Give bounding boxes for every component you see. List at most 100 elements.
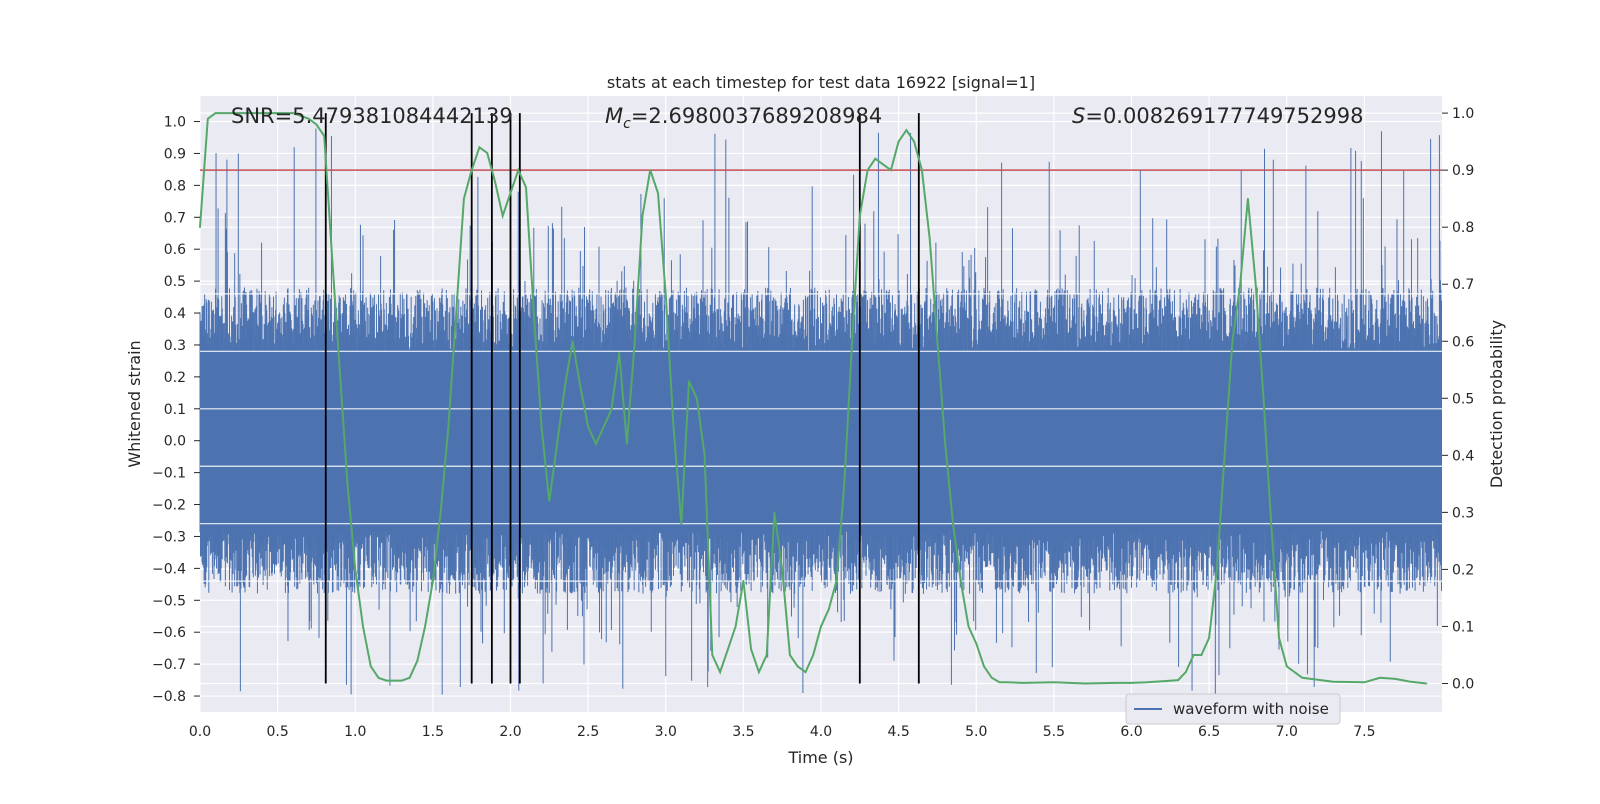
probability-point (773, 511, 776, 514)
probability-point (626, 443, 628, 445)
waveform-core (200, 354, 1442, 527)
probability-point (1278, 637, 1280, 639)
mc-annotation: Mc=2.6980037689208984 (605, 104, 882, 132)
y-left-tick-label: −0.3 (152, 529, 186, 545)
y-left-tick-label: 0.8 (164, 178, 186, 194)
y-left-tick-label: −0.1 (152, 466, 186, 482)
probability-point (478, 146, 481, 149)
probability-point (1394, 678, 1397, 680)
probability-point (851, 340, 853, 343)
probability-point (540, 426, 543, 428)
probability-point (843, 483, 846, 485)
probability-point (463, 197, 465, 200)
probability-point (214, 112, 217, 114)
probability-point (587, 426, 589, 428)
y-left-tick-label: 0.4 (164, 306, 186, 322)
probability-point (579, 386, 582, 388)
probability-point (727, 648, 729, 651)
probability-point (641, 215, 644, 217)
x-tick-label: 5.0 (965, 724, 987, 740)
probability-point (447, 426, 450, 428)
probability-point (416, 659, 419, 662)
probability-point (781, 568, 783, 571)
y-left-tick-label: 0.9 (164, 146, 186, 162)
x-tick-label: 1.5 (422, 724, 444, 740)
probability-point (230, 112, 232, 114)
x-tick-label: 3.5 (732, 724, 754, 740)
probability-point (556, 443, 558, 445)
probability-point (610, 408, 613, 411)
probability-point (680, 523, 683, 525)
probability-point (921, 169, 923, 171)
chart-title: stats at each timestep for test data 169… (607, 73, 1035, 92)
probability-point (1192, 654, 1195, 656)
probability-point (874, 157, 877, 160)
probability-point (820, 625, 822, 628)
probability-point (517, 169, 520, 171)
y-left-tick-label: 0.7 (164, 210, 186, 226)
probability-point (991, 677, 993, 679)
probability-point (261, 112, 263, 114)
probability-point (936, 340, 939, 343)
x-tick-label: 4.5 (887, 724, 909, 740)
x-tick-label: 7.5 (1353, 724, 1375, 740)
x-axis-label: Time (s) (787, 748, 853, 767)
y-left-tick-label: −0.6 (152, 625, 186, 641)
y-left-tick-label: −0.4 (152, 561, 186, 577)
y-right-tick-label: 0.1 (1452, 619, 1474, 635)
x-tick-label: 2.0 (499, 724, 521, 740)
probability-point (393, 679, 395, 682)
probability-series (199, 112, 1427, 685)
probability-point (649, 169, 651, 171)
probability-point (1208, 637, 1210, 639)
y-left-axis-ticks: −0.8 −0.7 −0.6 −0.5 −0.4 −0.3 −0.2 −0.1 0.0 0.1 0.… (152, 115, 200, 705)
y-right-tick-label: 0.7 (1452, 277, 1474, 293)
probability-point (1425, 682, 1428, 685)
x-tick-label: 1.0 (344, 724, 366, 740)
probability-point (602, 426, 605, 428)
y-left-tick-label: −0.7 (152, 657, 186, 673)
mc-symbol: M (605, 104, 623, 128)
y-right-tick-label: 0.0 (1452, 676, 1474, 692)
y-right-tick-label: 0.8 (1452, 220, 1474, 236)
probability-point (688, 380, 690, 383)
probability-point (276, 112, 279, 114)
probability-point (703, 454, 706, 457)
y-left-tick-label: 0.6 (164, 242, 186, 258)
probability-point (338, 369, 341, 371)
probability-point (859, 215, 861, 217)
probability-point (385, 679, 388, 682)
s-symbol: S (1072, 104, 1085, 128)
mc-value: =2.6980037689208984 (631, 104, 882, 128)
probability-point (315, 123, 318, 126)
probability-point (1200, 654, 1203, 656)
probability-point (882, 163, 884, 166)
probability-point (975, 642, 978, 645)
y-right-tick-label: 0.2 (1452, 562, 1474, 578)
probability-point (905, 129, 908, 131)
mc-subscript: c (623, 116, 631, 132)
probability-point (486, 152, 489, 154)
probability-point (983, 665, 985, 668)
probability-point (952, 523, 954, 525)
probability-point (734, 625, 737, 628)
probability-point (835, 580, 838, 582)
y-right-tick-label: 0.6 (1452, 334, 1474, 350)
probability-point (501, 215, 504, 217)
y-right-axis-label: Detection probability (1487, 320, 1506, 488)
probability-point (494, 180, 496, 183)
probability-point (890, 169, 892, 171)
y-right-tick-label: 0.3 (1452, 505, 1474, 521)
probability-point (346, 483, 349, 485)
y-left-tick-label: 1.0 (164, 115, 186, 131)
probability-point (424, 625, 426, 628)
probability-point (1053, 681, 1055, 684)
probability-point (742, 580, 745, 582)
probability-point (998, 681, 1001, 684)
probability-point (633, 340, 636, 343)
probability-point (1084, 682, 1086, 685)
probability-point (1301, 677, 1304, 679)
y-right-tick-label: 0.5 (1452, 391, 1474, 407)
x-axis-ticks: 0.0 0.5 1.0 1.5 2.0 2.5 3.0 3.5 4.0 4.5 5.0 5.5 6.0 6… (189, 724, 1376, 740)
probability-point (1247, 197, 1249, 200)
